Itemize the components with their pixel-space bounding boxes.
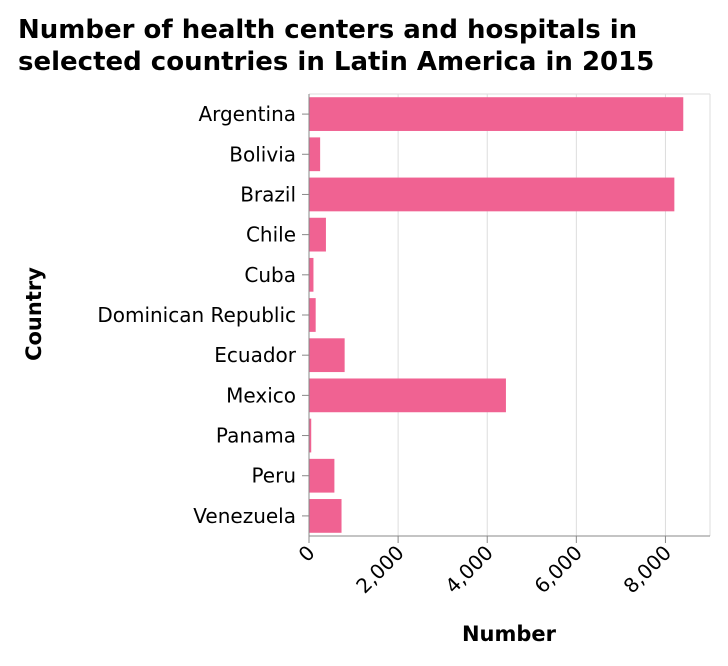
- y-tick-label: Ecuador: [214, 343, 296, 367]
- y-tick-label: Dominican Republic: [97, 303, 296, 327]
- bar-brazil: [309, 177, 675, 212]
- bar-bolivia: [309, 137, 321, 172]
- y-tick-label: Mexico: [226, 383, 296, 407]
- y-tick-label: Peru: [251, 464, 296, 488]
- bars: [309, 97, 684, 533]
- y-tick-label: Brazil: [240, 182, 296, 206]
- bar-panama: [309, 418, 312, 453]
- bar-argentina: [309, 97, 684, 131]
- y-axis-title: Country: [22, 267, 46, 361]
- chart-title: Number of health centers and hospitals i…: [18, 14, 718, 78]
- bar-venezuela: [309, 499, 342, 533]
- x-tick-label: 6,000: [529, 541, 586, 598]
- y-tick-label: Argentina: [198, 102, 296, 126]
- bar-mexico: [309, 378, 506, 413]
- x-tick-label: 0: [294, 541, 320, 567]
- chart-title-line-1: Number of health centers and hospitals i…: [18, 15, 638, 45]
- y-tick-label: Chile: [246, 223, 296, 247]
- axes: [302, 94, 710, 543]
- x-tick-labels: 0 2,000 4,000 6,000 8,000: [294, 541, 676, 598]
- bar-chile: [309, 217, 326, 252]
- bar-ecuador: [309, 338, 345, 373]
- x-tick-label: 4,000: [440, 541, 497, 598]
- bar-peru: [309, 458, 335, 493]
- y-tick-label: Venezuela: [193, 504, 296, 528]
- x-tick-label: 8,000: [619, 541, 676, 598]
- bar-cuba: [309, 257, 314, 292]
- bar-dominican-republic: [309, 298, 316, 332]
- y-tick-label: Bolivia: [229, 142, 296, 166]
- x-axis-title: Number: [462, 622, 557, 646]
- y-tick-label: Cuba: [244, 263, 296, 287]
- grid-lines: [308, 93, 711, 536]
- y-tick-label: Panama: [216, 424, 296, 448]
- x-tick-label: 2,000: [351, 541, 408, 598]
- y-tick-labels: Argentina Bolivia Brazil Chile Cuba Dominican…: [97, 102, 296, 528]
- chart-title-line-2: selected countries in Latin America in 2…: [18, 47, 655, 77]
